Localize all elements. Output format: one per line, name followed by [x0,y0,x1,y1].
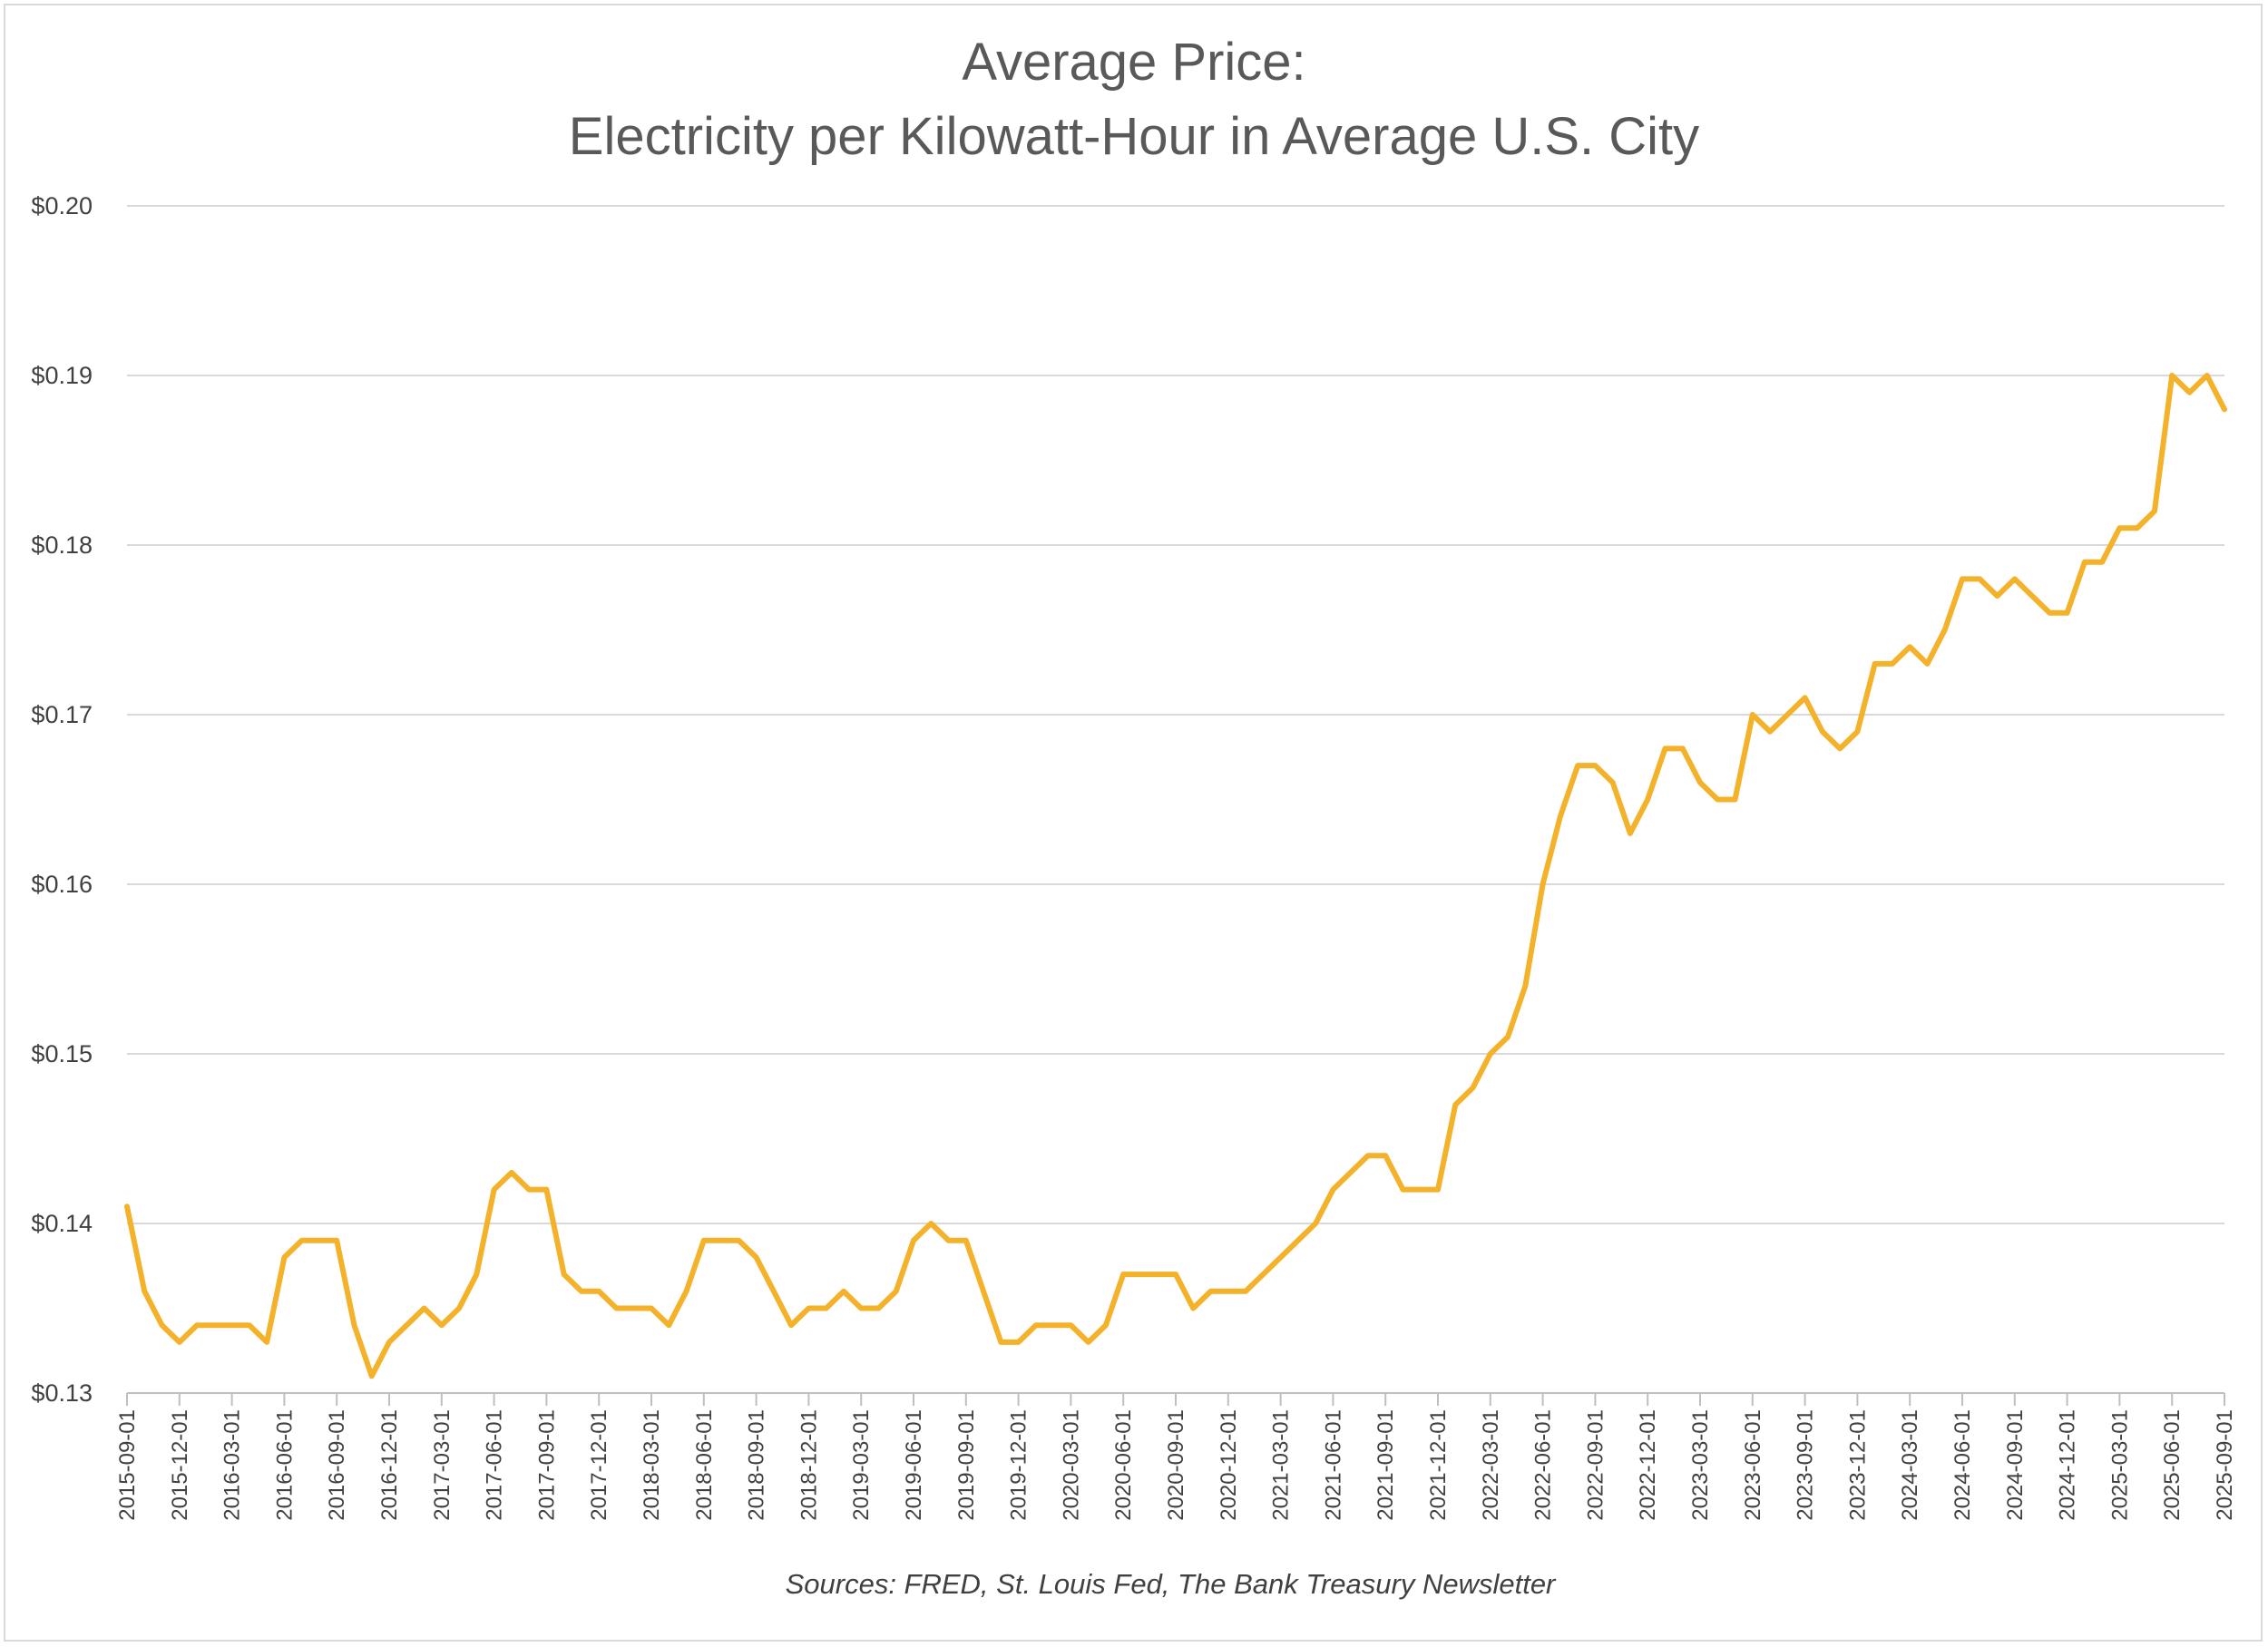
series-layer [124,373,2227,1379]
y-tick-label: $0.20 [31,192,93,219]
x-tick-label: 2023-12-01 [1845,1409,1870,1521]
y-tick-label: $0.17 [31,701,93,728]
x-tick-label: 2016-06-01 [272,1409,297,1521]
x-tick-label: 2022-12-01 [1636,1409,1660,1521]
x-tick-label: 2017-09-01 [534,1409,559,1521]
x-tick-label: 2020-03-01 [1059,1409,1083,1521]
x-tick-label: 2024-06-01 [1950,1409,1975,1521]
x-tick-label: 2021-09-01 [1374,1409,1398,1521]
x-tick-label: 2025-09-01 [2213,1409,2237,1521]
x-tick-label: 2015-09-01 [115,1409,140,1521]
x-tick-label: 2019-09-01 [954,1409,979,1521]
x-tick-label: 2020-06-01 [1111,1409,1136,1521]
x-tick-label: 2018-03-01 [640,1409,664,1521]
y-tick-label: $0.18 [31,531,93,559]
x-tick-label: 2019-12-01 [1007,1409,1031,1521]
chart-title-line-2: Electricity per Kilowatt-Hour in Average… [569,107,1699,166]
x-tick-label: 2022-06-01 [1531,1409,1556,1521]
x-tick-label: 2023-06-01 [1741,1409,1765,1521]
x-tick-label: 2025-06-01 [2160,1409,2185,1521]
x-axis [126,1392,2225,1406]
x-tick-label: 2025-03-01 [2107,1409,2132,1521]
chart-title-line-1: Average Price: [962,33,1305,92]
x-tick-label: 2021-12-01 [1426,1409,1451,1521]
x-tick-label: 2024-09-01 [2003,1409,2028,1521]
x-tick-label: 2024-03-01 [1898,1409,1922,1521]
x-tick-label: 2016-12-01 [377,1409,402,1521]
x-tick-label: 2018-06-01 [692,1409,717,1521]
x-tick-label: 2024-12-01 [2056,1409,2080,1521]
source-note: Sources: FRED, St. Louis Fed, The Bank T… [786,1568,1557,1600]
x-tick-label: 2019-06-01 [902,1409,926,1521]
x-tick-label: 2021-06-01 [1321,1409,1345,1521]
x-tick-label: 2021-03-01 [1269,1409,1294,1521]
x-tick-label: 2023-03-01 [1688,1409,1713,1521]
x-axis-tick-labels: 2015-09-01 2015-12-01 2016-03-01 2016-06-01… [115,1409,2237,1521]
y-tick-label: $0.14 [31,1210,93,1237]
series-line [124,373,2227,1379]
x-tick-label: 2016-03-01 [220,1409,245,1521]
y-tick-label: $0.15 [31,1040,93,1067]
y-tick-label: $0.16 [31,871,93,898]
x-tick-label: 2022-09-01 [1583,1409,1608,1521]
y-tick-label: $0.19 [31,362,93,389]
chart-frame [4,4,2263,1642]
x-tick-label: 2016-09-01 [325,1409,349,1521]
y-axis-tick-labels: $0.13 $0.14 $0.15 $0.16 $0.17 $0.18 $0.19 $0.20 [31,192,93,1407]
gridlines [127,205,2224,1224]
x-tick-label: 2019-03-01 [849,1409,874,1521]
x-tick-label: 2020-12-01 [1217,1409,1241,1521]
x-tick-label: 2020-09-01 [1164,1409,1188,1521]
x-tick-label: 2017-03-01 [430,1409,455,1521]
x-tick-label: 2018-12-01 [797,1409,821,1521]
x-tick-label: 2015-12-01 [168,1409,192,1521]
x-tick-label: 2022-03-01 [1479,1409,1503,1521]
x-tick-label: 2017-06-01 [483,1409,507,1521]
y-tick-label: $0.13 [31,1379,93,1407]
x-tick-label: 2018-09-01 [745,1409,769,1521]
x-tick-label: 2017-12-01 [587,1409,611,1521]
x-tick-label: 2023-09-01 [1794,1409,1818,1521]
